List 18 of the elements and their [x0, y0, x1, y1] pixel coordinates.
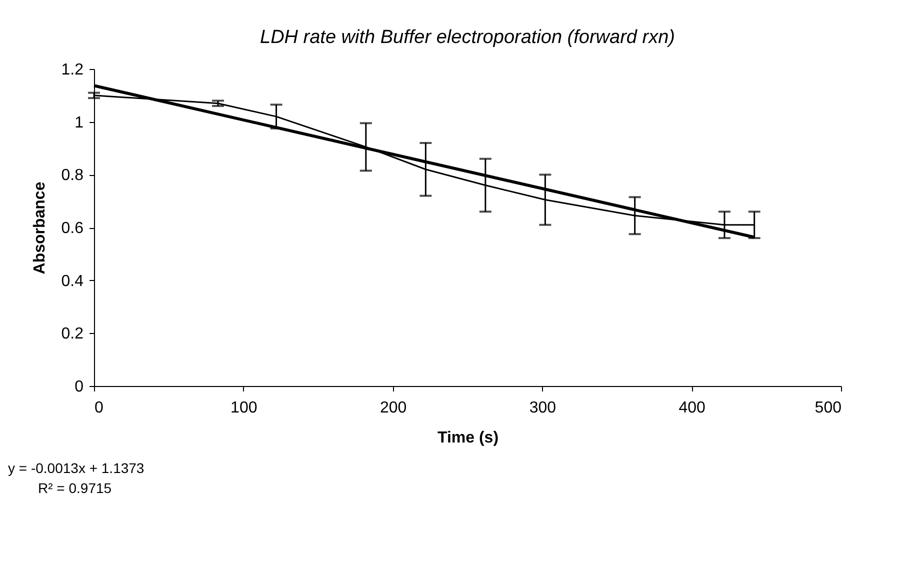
chart-title: LDH rate with Buffer electroporation (forward rxn): [260, 27, 675, 48]
y-tick-label: 0.8: [61, 167, 84, 184]
x-tick-label: 0: [94, 400, 104, 416]
x-tick-label: 500: [814, 400, 842, 416]
y-tick-label: 0.4: [61, 272, 84, 290]
y-tick-label: 0.6: [61, 220, 84, 237]
text: R² = 0.9715: [37, 479, 113, 498]
y-tick-label: 1: [74, 114, 84, 132]
y-tick-label: 0: [74, 378, 84, 396]
x-tick-label: 200: [380, 400, 407, 416]
x-tick-label: 300: [529, 400, 556, 416]
y-tick-label: 0.2: [61, 326, 84, 343]
x-tick-label: 400: [678, 400, 706, 416]
x-tick-label: 100: [230, 400, 258, 416]
x-axis-title: Time (s): [437, 430, 499, 446]
text: y = -0.0013x + 1.1373: [8, 459, 144, 478]
y-tick-label: 1.2: [61, 62, 84, 78]
y-axis-title: Absorbance: [31, 182, 48, 274]
